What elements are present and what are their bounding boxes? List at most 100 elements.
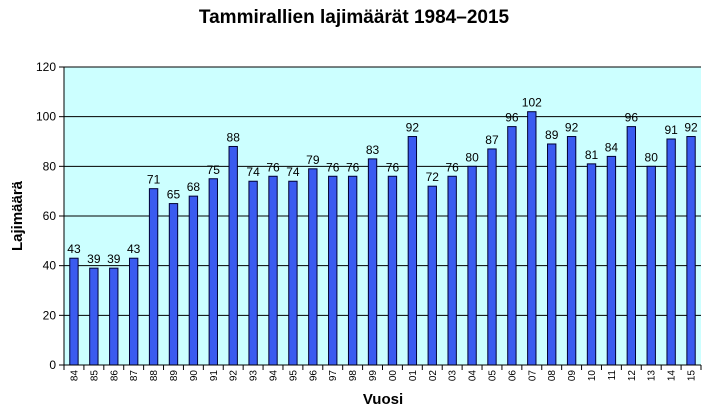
data-labels: 43 39 39 43 71 65 68 75 88 74 76 74 79 76 76 83 76 92 72 76… [67,96,698,266]
bar [228,145,238,366]
bar [527,111,537,366]
x-tick-label: 87 [129,370,140,382]
x-tick-label: 11 [607,370,618,381]
x-tick-label: 89 [169,370,180,382]
data-label: 89 [545,128,559,142]
x-tick-label: 93 [249,370,260,382]
data-label: 80 [465,150,479,164]
y-axis-title: Lajimäärä [9,180,26,251]
data-label: 43 [67,242,81,256]
x-tick-label: 97 [328,370,339,382]
x-tick-label: 06 [507,370,518,382]
x-tick-label: 96 [308,370,319,382]
x-tick-label: 09 [567,370,578,382]
x-tick-label: 13 [647,370,658,382]
data-label: 88 [227,130,241,144]
data-label: 92 [684,121,698,135]
data-label: 76 [386,160,400,174]
x-tick-label: 98 [348,370,359,382]
x-tick-label: 85 [89,370,100,382]
x-tick-label: 84 [69,370,80,382]
x-tick-label: 91 [209,370,220,382]
x-tick-label: 04 [468,370,479,382]
data-label: 76 [445,160,459,174]
x-tick-label: 95 [288,370,299,382]
data-label: 83 [366,143,380,157]
data-label: 92 [406,121,420,135]
bar [248,180,258,366]
x-tick-label: 07 [527,370,538,382]
bar [128,257,139,366]
data-label: 76 [266,160,280,174]
data-label: 96 [625,111,639,125]
bar [686,136,696,366]
bar [89,267,99,366]
data-label: 74 [246,165,260,179]
bar [606,155,617,366]
bar [188,195,199,366]
bar [268,175,278,366]
x-tick-label: 88 [149,370,160,382]
bar [487,148,497,366]
x-tick-label: 15 [687,370,698,382]
bar [586,163,597,366]
y-tick-label: 20 [43,308,57,322]
x-tick-label: 00 [388,370,399,382]
x-tick-label: 12 [627,370,638,382]
y-tick-label: 80 [43,159,57,173]
data-label: 72 [426,170,440,184]
bar [69,257,79,366]
bar [328,175,338,366]
x-tick-label: 01 [408,370,419,382]
axes [59,66,702,370]
data-label: 39 [87,252,101,266]
bar [347,175,358,366]
x-tick-label: 05 [487,370,498,382]
x-tick-label: 90 [189,370,200,382]
y-tick-labels: 0 20 40 60 80 100 120 [36,60,56,372]
data-label: 79 [306,153,320,167]
data-label: 39 [107,252,121,266]
bar [367,158,378,366]
bar [427,185,437,366]
x-tick-label: 03 [448,370,459,382]
data-label: 87 [485,133,499,147]
y-tick-label: 0 [49,358,56,372]
bar [387,175,398,366]
bar [666,138,676,366]
x-tick-label: 02 [428,370,439,382]
bar [626,126,637,366]
x-tick-labels: 84 85 86 87 88 89 90 91 92 93 94 95 96 97 98 99 00 01 02 03… [69,370,697,382]
data-label: 91 [664,123,678,137]
data-label: 96 [505,111,519,125]
bar [407,136,418,366]
bar [547,143,557,366]
bar [308,168,318,366]
data-label: 92 [565,121,579,135]
bar [168,203,179,366]
x-tick-label: 94 [269,370,280,382]
bar [447,175,457,366]
bar [288,180,298,366]
x-tick-label: 99 [368,370,379,382]
bar [109,267,119,366]
data-label: 68 [187,180,201,194]
data-label: 74 [286,165,300,179]
data-label: 76 [346,160,360,174]
x-axis-title: Vuosi [363,391,403,408]
data-label: 71 [147,173,161,187]
bar [566,136,577,366]
bar [148,188,159,366]
bar [507,126,517,366]
y-tick-label: 60 [43,209,57,223]
bar [646,165,656,366]
y-tick-label: 120 [36,60,56,74]
x-tick-label: 08 [547,370,558,382]
x-tick-label: 14 [667,370,678,382]
x-tick-label: 10 [587,370,598,382]
y-tick-label: 40 [43,259,57,273]
x-tick-label: 86 [109,370,120,382]
bar [208,178,218,366]
data-label: 43 [127,242,141,256]
